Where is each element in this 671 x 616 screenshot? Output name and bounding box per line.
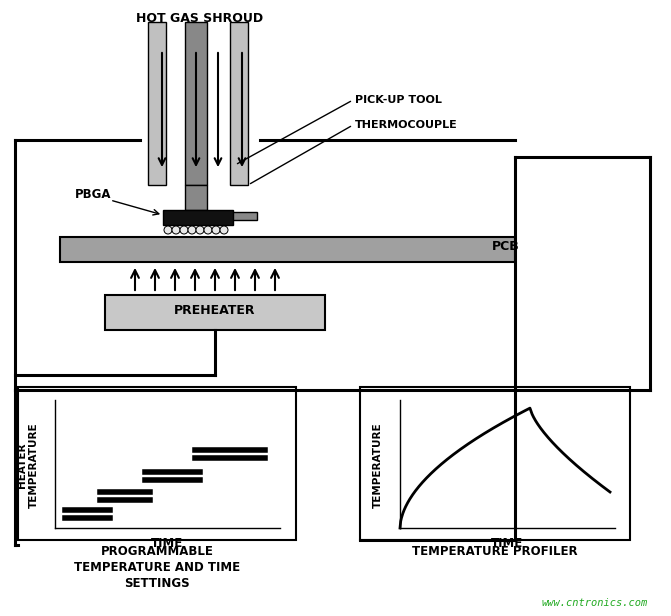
Text: TIME: TIME	[491, 537, 523, 550]
Bar	[148, 22, 166, 185]
Circle shape	[180, 226, 188, 234]
Text: HOT GAS SHROUD: HOT GAS SHROUD	[136, 12, 264, 25]
Text: TIME: TIME	[151, 537, 183, 550]
Bar	[207, 212, 257, 220]
Bar	[60, 237, 515, 262]
Circle shape	[188, 226, 196, 234]
Bar	[163, 210, 233, 225]
Circle shape	[172, 226, 180, 234]
Text: PICK-UP TOOL: PICK-UP TOOL	[355, 95, 442, 105]
Bar	[185, 185, 207, 210]
Circle shape	[212, 226, 220, 234]
Bar	[185, 22, 207, 185]
Bar	[105, 295, 325, 330]
Text: PBGA: PBGA	[75, 188, 111, 201]
Text: www.cntronics.com: www.cntronics.com	[541, 598, 648, 608]
Circle shape	[204, 226, 212, 234]
Bar	[230, 22, 248, 185]
Text: PCB: PCB	[492, 240, 520, 254]
Text: PROGRAMMABLE
TEMPERATURE AND TIME
SETTINGS: PROGRAMMABLE TEMPERATURE AND TIME SETTIN…	[74, 545, 240, 590]
Circle shape	[196, 226, 204, 234]
Text: TEMPERATURE: TEMPERATURE	[373, 422, 383, 508]
Circle shape	[220, 226, 228, 234]
Text: HEATER
TEMPERATURE: HEATER TEMPERATURE	[17, 422, 39, 508]
Bar	[18, 387, 296, 540]
Circle shape	[164, 226, 172, 234]
Text: TEMPERATURE PROFILER: TEMPERATURE PROFILER	[412, 545, 578, 558]
Text: PREHEATER: PREHEATER	[174, 304, 256, 317]
Text: THERMOCOUPLE: THERMOCOUPLE	[355, 120, 458, 130]
Bar	[360, 387, 630, 540]
